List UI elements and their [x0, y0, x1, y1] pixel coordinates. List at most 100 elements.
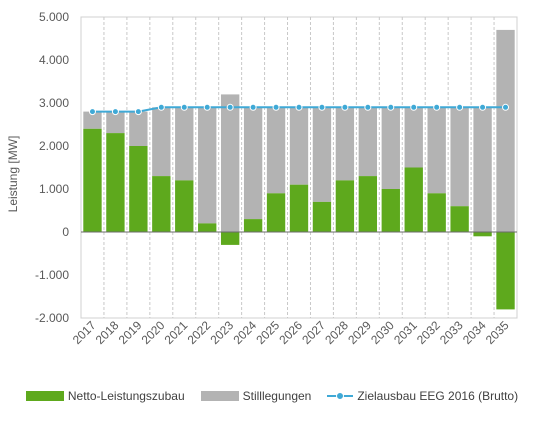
bar-net: [175, 180, 194, 232]
y-tick-label: -1.000: [35, 268, 69, 282]
bar-net: [83, 128, 102, 232]
target-point: [157, 103, 165, 111]
target-point: [318, 103, 326, 111]
target-point: [410, 103, 418, 111]
y-tick-label: 3.000: [39, 96, 69, 110]
x-tick-label: 2028: [322, 318, 351, 347]
bar-decommissioning: [473, 107, 492, 232]
bar-decommissioning: [312, 107, 332, 202]
target-line: [88, 103, 510, 116]
x-tick-label: 2022: [185, 318, 214, 347]
x-tick-label: 2034: [460, 318, 489, 347]
legend-item-decommissioning: Stilllegungen: [200, 389, 312, 403]
bar-decommissioning: [220, 94, 240, 233]
x-tick-label: 2019: [116, 318, 145, 347]
x-tick-label: 2031: [391, 318, 420, 347]
legend-label-target: Zielausbau EEG 2016 (Brutto): [357, 389, 519, 403]
y-tick-label: 0: [62, 225, 69, 239]
bar-decommissioning: [83, 111, 102, 129]
bar-decommissioning: [175, 107, 194, 181]
legend-swatch-net: [25, 391, 64, 401]
bar-net: [496, 232, 515, 310]
x-tick-label: 2026: [276, 318, 305, 347]
legend-item-net: Netto-Leistungszubau: [25, 389, 185, 403]
target-point: [295, 103, 303, 111]
bar-decommissioning: [381, 107, 400, 189]
y-tick-label: 1.000: [39, 182, 69, 196]
bar-net: [243, 219, 263, 232]
x-tick-label: 2029: [345, 318, 374, 347]
x-axis: 2017201820192020202120222023202420252026…: [70, 318, 512, 347]
bar-net: [152, 176, 171, 232]
bar-net: [220, 232, 240, 245]
bar-net: [473, 232, 492, 237]
bar-decommissioning: [129, 111, 148, 146]
target-point: [502, 103, 510, 111]
x-tick-label: 2025: [253, 318, 282, 347]
bar-net: [381, 189, 400, 232]
target-point: [180, 103, 188, 111]
bar-net: [312, 201, 332, 232]
x-tick-label: 2021: [162, 318, 191, 347]
y-tick-label: -2.000: [35, 311, 69, 325]
target-point: [203, 103, 211, 111]
target-point: [88, 108, 96, 116]
bar-net: [404, 167, 423, 232]
bar-net: [129, 146, 148, 232]
chart: 5.000 4.000 3.000 2.000 1.000 0 -1.000 -2.000 2…: [6, 10, 518, 347]
x-tick-label: 2035: [483, 318, 512, 347]
x-tick-label: 2030: [368, 318, 397, 347]
bars: [81, 29, 517, 310]
legend-swatch-decommissioning: [200, 391, 239, 401]
target-point: [387, 103, 395, 111]
y-tick-label: 2.000: [39, 139, 69, 153]
legend-swatch-target: [327, 391, 354, 401]
x-tick-label: 2032: [414, 318, 443, 347]
bar-decommissioning: [152, 107, 171, 177]
bar-decommissioning: [289, 107, 309, 185]
y-tick-label: 4.000: [39, 53, 69, 67]
bar-decommissioning: [106, 111, 125, 134]
target-point: [479, 103, 487, 111]
bar-decommissioning: [243, 107, 263, 220]
target-point: [456, 103, 464, 111]
bar-net: [289, 184, 309, 232]
grid: [80, 16, 518, 319]
x-tick-label: 2020: [139, 318, 168, 347]
y-axis-title: Leistung [MW]: [6, 136, 20, 213]
target-point: [341, 103, 349, 111]
x-tick-label: 2033: [437, 318, 466, 347]
legend-label-decommissioning: Stilllegungen: [242, 389, 312, 403]
target-point: [272, 103, 280, 111]
bar-decommissioning: [198, 107, 217, 224]
target-point: [433, 103, 441, 111]
bar-decommissioning: [404, 107, 423, 168]
bar-decommissioning: [266, 107, 286, 194]
bar-net: [106, 133, 125, 232]
bar-decommissioning: [496, 29, 515, 233]
x-tick-label: 2018: [93, 318, 122, 347]
x-tick-label: 2023: [207, 318, 236, 347]
bar-net: [198, 223, 217, 232]
y-axis: 5.000 4.000 3.000 2.000 1.000 0 -1.000 -2.000: [35, 10, 69, 325]
target-point: [249, 103, 257, 111]
legend: Netto-Leistungszubau Stilllegungen Ziela…: [0, 384, 544, 408]
bar-net: [266, 193, 286, 232]
y-tick-label: 5.000: [39, 10, 69, 24]
target-point: [134, 108, 142, 116]
bar-net: [358, 176, 378, 232]
bar-decommissioning: [335, 107, 355, 181]
target-point: [111, 108, 119, 116]
bar-decommissioning: [427, 107, 446, 194]
plot-frame: [80, 16, 518, 319]
bar-net: [335, 180, 355, 232]
target-point: [226, 103, 234, 111]
bar-decommissioning: [450, 107, 469, 207]
legend-label-net: Netto-Leistungszubau: [67, 389, 185, 403]
legend-item-target: Zielausbau EEG 2016 (Brutto): [327, 389, 518, 403]
x-tick-label: 2017: [70, 318, 99, 347]
x-tick-label: 2027: [299, 318, 328, 347]
x-tick-label: 2024: [230, 318, 259, 347]
bar-net: [450, 206, 469, 232]
bar-net: [427, 193, 446, 232]
